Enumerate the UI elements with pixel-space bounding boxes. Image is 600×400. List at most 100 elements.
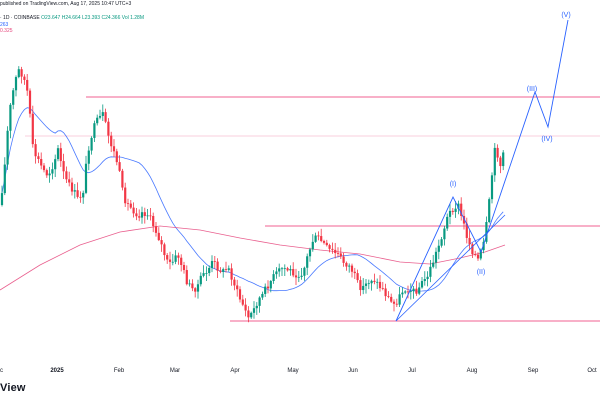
candle-body [188,283,191,285]
candle-body [6,130,9,165]
candle-body [286,268,289,271]
candle-body [115,151,118,163]
candle-body [429,266,432,277]
candle-body [454,208,457,212]
candle-body [420,281,424,288]
candle-body [51,169,54,174]
time-tick-label: Jul [408,368,416,374]
candle-body [227,268,230,270]
candle-body [42,165,46,171]
candle-body [376,281,379,283]
ma-slow-value: 0.325 [0,28,13,34]
candle-body [426,276,429,280]
candle-body [112,146,116,152]
ma-fast-value: 263 [0,22,9,28]
time-tick-label: Apr [230,368,239,374]
close-value: C24.366 [101,15,121,21]
candle-body [110,135,113,147]
candle-body [202,273,205,276]
candle-body [84,163,88,193]
candle-body [261,293,264,298]
candle-body [482,241,485,251]
time-axis: c 2025 Feb Mar Apr May Jun Jul Aug Sep Oct [0,368,597,374]
candle-body [387,296,390,297]
candle-body [362,285,365,291]
candle-body [28,90,32,114]
candle-body [297,276,300,278]
candle-body [320,236,323,242]
time-tick-label: Feb [114,368,125,374]
candle-body [493,147,496,176]
candle-body [138,216,141,218]
candle-body [76,190,79,197]
candle-body [146,215,149,217]
tradingview-logo-text: View [0,382,26,394]
candle-body [208,267,211,274]
volume-value: Vol 1.28M [121,15,145,21]
candle-body [342,256,345,263]
candle-body [490,175,494,200]
candle-body [317,235,320,237]
candle-body [367,283,370,285]
candle-body [149,215,152,217]
candle-body [252,308,256,313]
candle-body [104,112,107,122]
candle-body [423,279,426,282]
candle-body [278,268,281,272]
candle-body [311,241,314,250]
candle-body [98,115,102,118]
candle-body [157,232,160,241]
candle-body [247,310,250,318]
candle-body [12,90,15,105]
wave-label: (IV) [541,136,552,143]
candle-body [238,289,242,300]
candle-body [474,254,477,255]
candle-body [210,261,214,268]
candle-body [331,248,334,250]
candle-body [334,249,337,254]
candle-body [14,77,18,91]
candle-body [129,203,132,208]
candle-body [266,286,270,289]
candle-body [275,271,278,275]
publish-info: published on TradingView.com, Aug 17, 20… [0,1,132,7]
candle-body [303,267,306,276]
candle-body [390,296,393,302]
candle-body [34,144,37,157]
candle-body [451,210,454,212]
candle-body [314,235,317,242]
wave-path [395,19,569,322]
time-tick-label: Sep [528,368,539,374]
candle-body [244,304,247,311]
candle-body [0,193,4,205]
candle-body [462,215,466,224]
candle-body [101,112,104,116]
candle-body [283,268,286,270]
candle-body [124,187,127,204]
candle-body [308,249,312,257]
candle-body [322,241,326,243]
candle-body [384,288,387,297]
candle-body [418,287,421,294]
time-tick-label: Oct [587,368,597,374]
candle-body [140,212,144,218]
candle-body [216,261,219,271]
candle-body [250,312,253,318]
candle-body [395,303,398,305]
candle-body [230,268,233,280]
candle-body [65,171,68,180]
wave-projection [395,19,569,322]
candle-body [356,273,359,281]
candle-body [166,255,169,260]
candle-body [54,159,57,170]
candle-body [40,158,43,166]
low-value: L23.393 [82,15,101,21]
wave-label: (III) [527,86,538,93]
candle-body [199,275,202,285]
time-tick-label: 2025 [50,368,64,374]
candle-body [20,69,23,77]
candle-body [255,305,258,309]
candle-body [378,281,382,289]
candle-body [121,170,124,188]
